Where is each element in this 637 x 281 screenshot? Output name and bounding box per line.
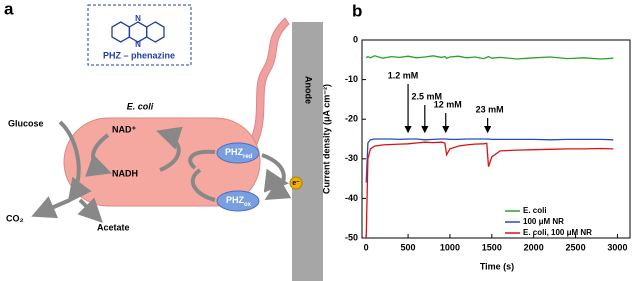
phz-base: PHZ [226,195,245,205]
electron: e⁻ [292,180,300,187]
y-axis-label: Current density (μA cm⁻²) [321,84,331,194]
y-tick-label: -40 [345,193,358,203]
annotation: 12 mM [434,99,462,109]
y-tick-label: -30 [345,153,358,163]
x-tick-label: 1000 [440,242,460,252]
phz-red [216,142,260,164]
cell-label: E. coli [127,101,154,111]
legend-label: E. coli [523,206,547,215]
phz-base: PHZ [225,147,244,157]
nadh: NADH [112,168,138,178]
glucose: Glucose [8,118,44,128]
series-line [365,141,614,239]
annotation: 2.5 mM [412,91,443,101]
atom: N [135,40,141,49]
legend-label: 100 μM NR [523,217,564,226]
nad: NAD⁺ [112,124,136,134]
x-tick-label: 2000 [524,242,544,252]
phz-red-label: PHZred [225,147,253,159]
phz-ox-label: PHZox [226,195,252,207]
cell [63,117,261,207]
annotation: 1.2 mM [388,70,419,80]
plot: -50 -40 -30 -20 -10 0 0 500 1000 1500 2000 2500 3000… [345,34,627,252]
anode [292,22,323,281]
x-tick-label: 2500 [566,242,586,252]
structure-box [87,4,192,66]
phz-sub: red [243,154,253,160]
x-tick-label: 0 [364,242,369,252]
x-tick-label: 500 [401,242,416,252]
y-tick-label: 0 [353,34,358,44]
panel-label: a [4,0,14,18]
pathway-arrows [31,120,292,223]
y-tick-label: -50 [345,232,358,242]
y-tick-label: -20 [345,114,358,124]
flagellum [244,17,290,154]
electron-dot [289,176,303,190]
series-line [365,55,614,60]
atom: N [135,14,141,23]
phz-sub: ox [244,202,252,208]
plot-frame [361,39,631,239]
phz-ox [216,190,260,212]
phenazine-structure [111,21,165,43]
x-tick-label: 1500 [482,242,502,252]
legend-label: E. coli, 100 μM NR [523,228,592,237]
acetate: Acetate [97,222,130,232]
anode-label: Anode [304,76,314,104]
annotation: 23 mM [476,104,504,114]
x-axis-label: Time (s) [480,261,514,271]
y-tick-label: -10 [345,74,358,84]
x-tick-label: 3000 [607,242,627,252]
box-title: PHZ – phenazine [103,50,175,60]
co2: CO₂ [6,213,24,223]
series-line [365,138,614,183]
panel-label: b [352,1,362,20]
